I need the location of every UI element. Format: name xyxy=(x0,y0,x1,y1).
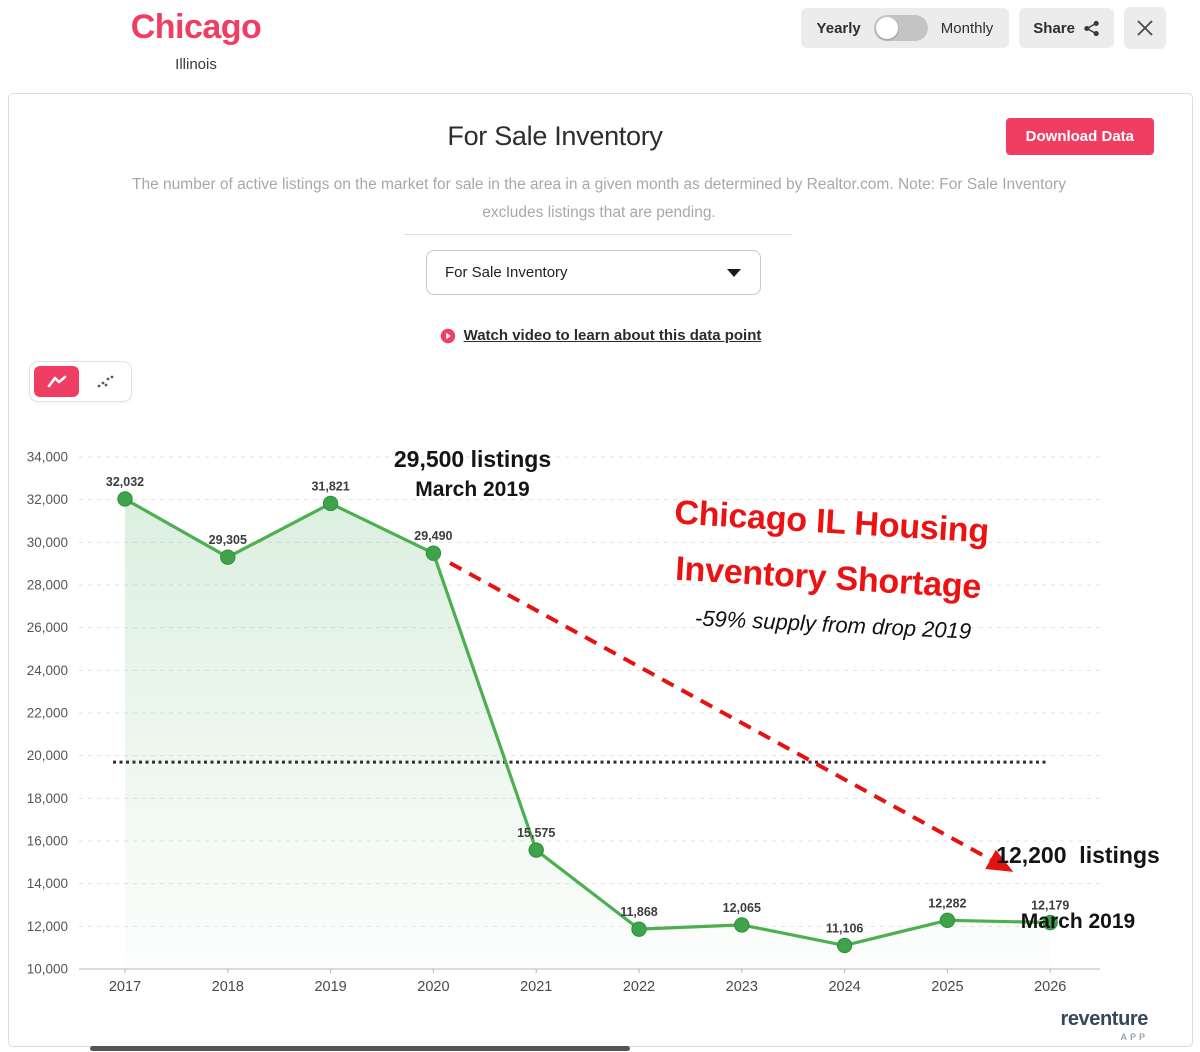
monthly-label[interactable]: Monthly xyxy=(940,19,994,37)
close-button[interactable] xyxy=(1124,7,1166,49)
horizontal-scrollbar[interactable] xyxy=(90,1046,630,1051)
data-point[interactable] xyxy=(322,495,339,512)
share-icon xyxy=(1083,20,1100,37)
data-point[interactable] xyxy=(631,921,647,937)
state-subtitle: Illinois xyxy=(175,56,217,73)
panel-title: For Sale Inventory xyxy=(447,121,663,151)
scatter-chart-button[interactable] xyxy=(82,366,127,397)
metric-dropdown-value: For Sale Inventory xyxy=(445,264,568,281)
annotation-trough-value: 12,200 listings xyxy=(996,842,1160,868)
switch-knob xyxy=(875,17,898,39)
data-point[interactable] xyxy=(1042,914,1058,931)
scatter-chart-icon xyxy=(95,374,115,390)
share-label: Share xyxy=(1033,19,1075,37)
data-point[interactable] xyxy=(939,912,956,929)
frequency-switch[interactable] xyxy=(873,15,928,41)
annotation-trough-date: March 2019 xyxy=(1020,910,1136,933)
metric-description: The number of active listings on the mar… xyxy=(132,176,1066,221)
yearly-label[interactable]: Yearly xyxy=(816,19,861,37)
annotation-peak-value: 29,500 listings xyxy=(393,446,552,472)
data-point[interactable] xyxy=(117,491,133,507)
data-point[interactable] xyxy=(220,549,236,565)
frequency-toggle[interactable]: Yearly Monthly xyxy=(800,8,1010,48)
metric-dropdown[interactable]: For Sale Inventory xyxy=(426,250,761,295)
city-title: Chicago xyxy=(130,8,262,46)
data-point[interactable] xyxy=(425,545,442,561)
share-button[interactable]: Share xyxy=(1019,8,1114,48)
line-chart-icon xyxy=(46,374,68,390)
play-icon xyxy=(440,328,456,344)
close-icon xyxy=(1135,18,1155,38)
data-point[interactable] xyxy=(528,842,544,858)
download-data-button[interactable]: Download Data xyxy=(1005,118,1154,155)
logo-sub-text: APP xyxy=(1120,1032,1148,1042)
annotation-peak-date: March 2019 xyxy=(415,478,530,501)
logo-text: reventure xyxy=(1060,1008,1148,1030)
data-point[interactable] xyxy=(836,937,853,954)
video-link-row[interactable]: Watch video to learn about this data poi… xyxy=(9,327,1192,344)
data-point[interactable] xyxy=(734,917,750,933)
line-chart-button[interactable] xyxy=(34,366,79,397)
chevron-down-icon xyxy=(726,268,742,278)
section-divider xyxy=(404,234,792,235)
location-header: Chicago Illinois xyxy=(60,8,332,73)
annotation-peak: 29,500 listings March 2019 xyxy=(370,446,575,502)
reventure-logo: reventure APP xyxy=(1060,1008,1148,1042)
annotation-trough: 12,200 listings March 2019 xyxy=(968,806,1188,970)
watch-video-link[interactable]: Watch video to learn about this data poi… xyxy=(463,327,762,344)
chart-type-toggle xyxy=(29,361,132,402)
top-controls: Yearly Monthly Share xyxy=(800,7,1166,49)
